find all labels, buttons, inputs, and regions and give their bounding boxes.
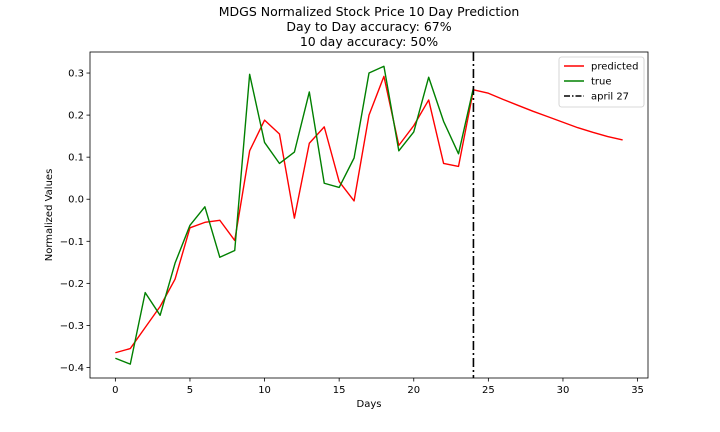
y-tick-label: −0.3 — [60, 321, 84, 332]
legend-label-true: true — [591, 77, 612, 88]
x-tick-label: 35 — [631, 385, 644, 396]
title-line-3: 10 day accuracy: 50% — [300, 34, 438, 49]
y-tick-label: 0.3 — [68, 69, 84, 80]
x-tick-label: 5 — [187, 385, 193, 396]
x-tick-label: 30 — [557, 385, 570, 396]
x-tick-label: 0 — [112, 385, 118, 396]
x-tick-label: 25 — [482, 385, 495, 396]
x-tick-label: 15 — [333, 385, 346, 396]
plot-area — [115, 52, 623, 378]
axes: 0 5 10 15 20 25 30 35 −0.4 −0.3 −0.2 −0.1 0.0 0.1 0.2 0… — [60, 51, 649, 396]
title-line-2: Day to Day accuracy: 67% — [286, 19, 451, 34]
x-tick-label: 10 — [258, 385, 271, 396]
legend-label-predicted: predicted — [591, 62, 638, 73]
y-axis-label: Normalized Values — [44, 169, 55, 262]
legend-box — [558, 56, 645, 108]
y-tick-label: −0.2 — [60, 279, 84, 290]
x-tick-label: 20 — [407, 385, 420, 396]
legend: predicted true april 27 — [558, 56, 645, 108]
y-tick-label: 0.1 — [68, 153, 84, 164]
legend-label-april-27: april 27 — [591, 92, 629, 103]
x-axis-label: Days — [357, 399, 382, 410]
chart-title: MDGS Normalized Stock Price 10 Day Predi… — [219, 4, 520, 49]
y-tick-label: −0.1 — [60, 237, 84, 248]
series-line-true — [115, 65, 475, 365]
y-tick-label: 0.2 — [68, 111, 84, 122]
y-tick-label: −0.4 — [60, 363, 84, 374]
plot-frame — [89, 51, 649, 379]
y-tick-label: 0.0 — [68, 195, 84, 206]
title-line-1: MDGS Normalized Stock Price 10 Day Predi… — [219, 4, 520, 19]
series-line-predicted — [115, 75, 623, 354]
